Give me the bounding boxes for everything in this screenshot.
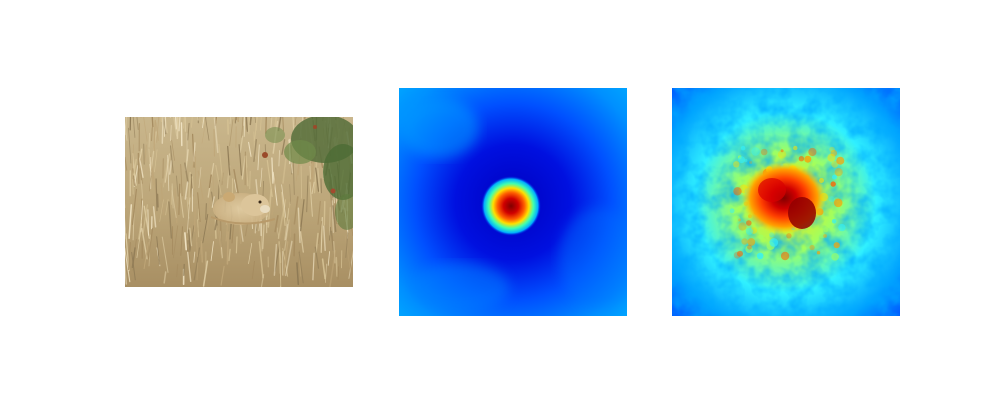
photo-image bbox=[125, 117, 353, 287]
photo-lion-in-grass bbox=[125, 117, 353, 287]
heatmap-hotspot bbox=[742, 162, 826, 234]
saliency-heatmap-smooth bbox=[399, 88, 627, 316]
saliency-heatmap-noisy bbox=[672, 88, 900, 316]
heatmap-hotspot bbox=[481, 176, 541, 236]
heatmap-noisy-image bbox=[672, 88, 900, 316]
heatmap-smooth-image bbox=[399, 88, 627, 316]
bush-foliage bbox=[262, 117, 353, 230]
lion bbox=[210, 192, 276, 225]
